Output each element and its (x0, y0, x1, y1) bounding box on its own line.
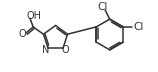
Text: Cl: Cl (97, 2, 108, 12)
Text: N: N (42, 45, 49, 55)
Text: O: O (62, 45, 70, 55)
Text: OH: OH (26, 11, 41, 21)
Text: O: O (19, 29, 26, 39)
Text: Cl: Cl (133, 22, 143, 32)
